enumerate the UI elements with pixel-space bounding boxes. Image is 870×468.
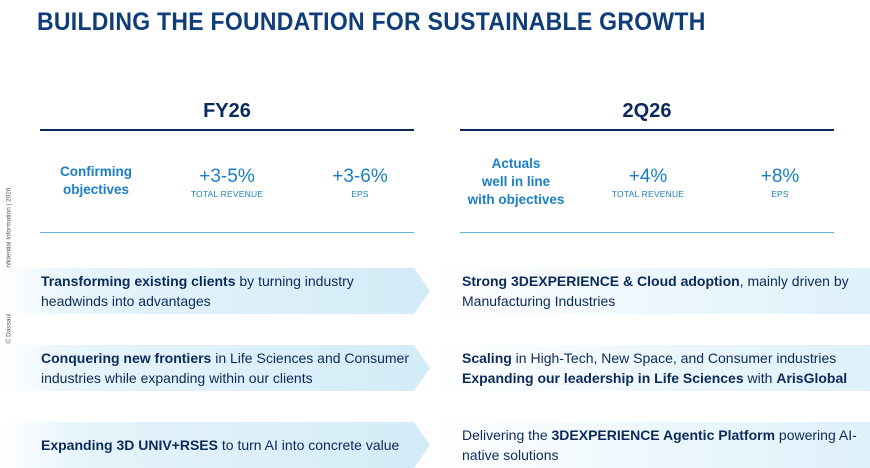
- row1-left-rest: by turning industry headwinds into advan…: [41, 273, 354, 309]
- row2-right-line1-bold: Scaling: [462, 350, 512, 366]
- row1-left-band: [0, 268, 430, 314]
- q226-eps-value: +8%: [760, 166, 800, 187]
- fy26-objective-line: objectives: [62, 182, 130, 197]
- row3-left-rest: to turn AI into concrete value: [217, 437, 400, 453]
- row2-left-band: [0, 345, 430, 391]
- fy26-heading: FY26: [203, 100, 251, 122]
- row2-left-rest: in Life Sciences and Consumer industries…: [41, 350, 410, 386]
- q226-heading: 2Q26: [622, 100, 672, 122]
- row2-right-band: [430, 345, 870, 391]
- q226-objective-line: with objectives: [467, 192, 565, 207]
- q226-rule: [460, 129, 834, 131]
- fy26-rule: [40, 129, 414, 131]
- q226-objective: Actuals well in line with objectives: [462, 155, 570, 209]
- fy26-objective-line: Confirming: [60, 164, 132, 179]
- row2-right-line2-bold: Expanding our leadership in Life Science…: [462, 370, 744, 386]
- row3-left-text: Expanding 3D UNIV+RSES to turn AI into c…: [41, 435, 421, 455]
- fy26-bottom-rule: [40, 232, 414, 233]
- row3-right-text: Delivering the 3DEXPERIENCE Agentic Plat…: [462, 425, 862, 465]
- row2-right-line2: Expanding our leadership in Life Science…: [462, 368, 867, 388]
- q226-objective-line: well in line: [481, 174, 551, 189]
- row3-right-band: [430, 422, 870, 468]
- q226-bottom-rule: [460, 232, 834, 233]
- fy26-eps-metric: +3-6% EPS: [308, 166, 412, 200]
- q226-revenue-label: TOTAL REVENUE: [611, 189, 685, 199]
- row3-right-pre: Delivering the: [462, 427, 552, 443]
- fy26-revenue-value: +3-5%: [199, 166, 255, 187]
- row2-right-line1: Scaling in High-Tech, New Space, and Con…: [462, 348, 867, 368]
- q226-eps-label: EPS: [771, 189, 789, 199]
- row2-right-line2-bold2: ArisGlobal: [776, 370, 848, 386]
- q226-eps-metric: +8% EPS: [728, 166, 832, 200]
- row3-left-bold: Expanding 3D UNIV+RSES: [41, 437, 218, 453]
- q226-objective-line: Actuals: [491, 156, 541, 171]
- row2-right-text: Scaling in High-Tech, New Space, and Con…: [462, 348, 867, 388]
- row3-right-rest: powering AI-native solutions: [462, 427, 857, 463]
- fy26-eps-value: +3-6%: [332, 166, 388, 187]
- row1-left-bold: Transforming existing clients: [41, 273, 236, 289]
- row2-right-line2-rest: with: [743, 370, 777, 386]
- row3-left-band: [0, 422, 430, 468]
- row3-right-bold: 3DEXPERIENCE Agentic Platform: [551, 427, 776, 443]
- row2-left-text: Conquering new frontiers in Life Science…: [41, 348, 416, 388]
- q226-revenue-metric: +4% TOTAL REVENUE: [596, 166, 700, 200]
- fy26-objective: Confirming objectives: [44, 163, 148, 199]
- fy26-revenue-metric: +3-5% TOTAL REVENUE: [175, 166, 279, 200]
- row1-left-text: Transforming existing clients by turning…: [41, 271, 411, 311]
- row1-right-bold: Strong 3DEXPERIENCE & Cloud adoption: [462, 273, 740, 289]
- fy26-revenue-label: TOTAL REVENUE: [190, 189, 264, 199]
- row1-right-band: [430, 268, 870, 314]
- confidential-note: © Dassault Systèmes | Confidential Infor…: [5, 187, 13, 344]
- row2-right-line1-rest: in High-Tech, New Space, and Consumer in…: [511, 350, 837, 366]
- q226-revenue-value: +4%: [628, 166, 668, 187]
- row2-left-bold: Conquering new frontiers: [41, 350, 212, 366]
- row1-right-text: Strong 3DEXPERIENCE & Cloud adoption, ma…: [462, 271, 862, 311]
- fy26-eps-label: EPS: [351, 189, 369, 199]
- page-title: BUILDING THE FOUNDATION FOR SUSTAINABLE …: [37, 8, 706, 36]
- row1-right-rest: , mainly driven by Manufacturing Industr…: [462, 273, 849, 309]
